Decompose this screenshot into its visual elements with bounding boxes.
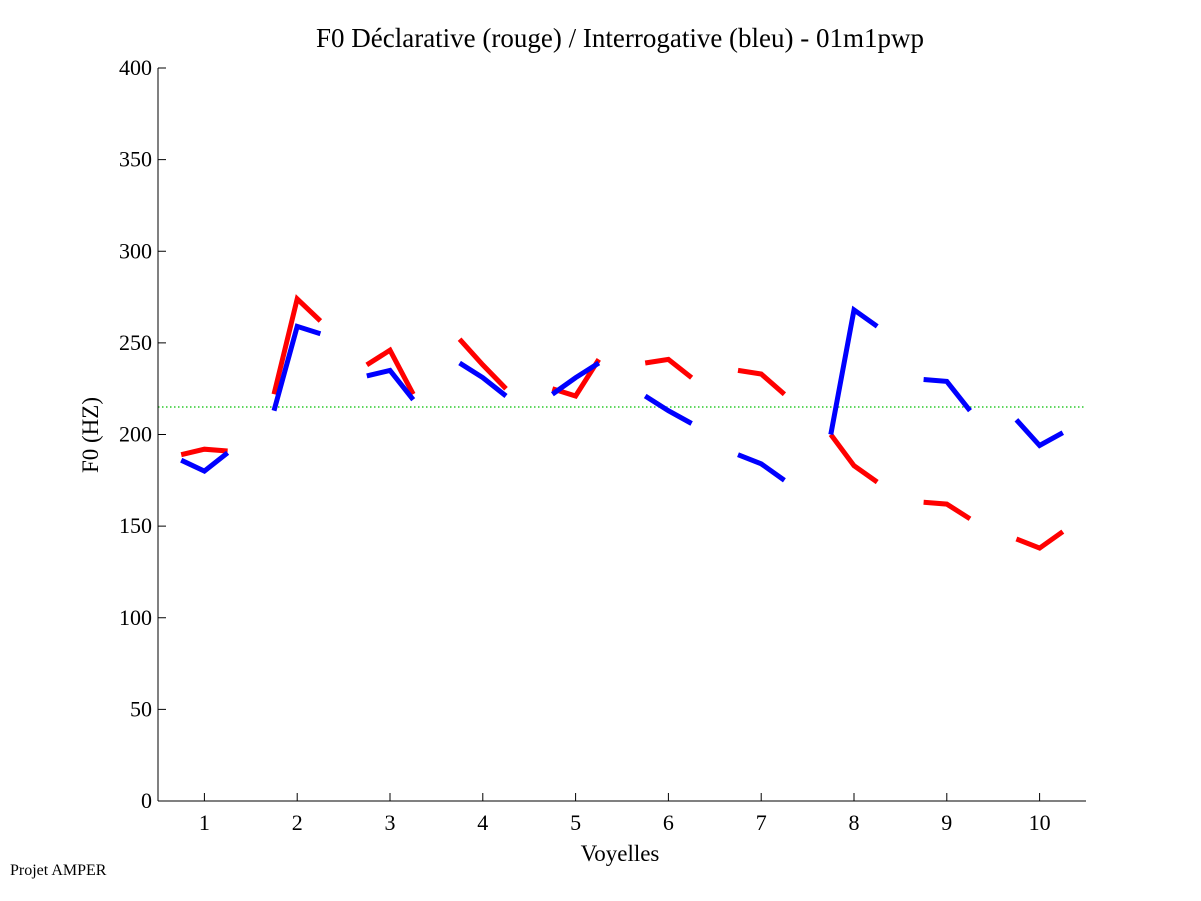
declarative-segment-7 xyxy=(737,367,787,397)
y-tick-label: 0 xyxy=(141,788,152,813)
x-tick-label: 7 xyxy=(756,810,767,835)
x-tick-label: 3 xyxy=(385,810,396,835)
x-tick-label: 9 xyxy=(941,810,952,835)
y-tick-label: 250 xyxy=(119,330,152,355)
axes: 0 50 100 150 200 250 300 350 400 1 2 3 4 5 6 7 8 9 10 xyxy=(119,55,1086,835)
x-tick-label: 4 xyxy=(477,810,488,835)
interrogative-segment-7 xyxy=(737,452,786,483)
interrogative-segment-6 xyxy=(643,393,693,426)
interrogative-segment-3 xyxy=(366,367,416,402)
interrogative-segment-2 xyxy=(271,323,322,412)
y-tick-label: 150 xyxy=(119,513,152,538)
x-tick-label: 2 xyxy=(292,810,303,835)
chart-title: F0 Déclarative (rouge) / Interrogative (… xyxy=(316,23,924,53)
declarative-segment-3 xyxy=(365,346,416,396)
footer-credit: Projet AMPER xyxy=(10,862,107,879)
x-tick-label: 1 xyxy=(199,810,210,835)
x-axis-label: Voyelles xyxy=(581,841,660,866)
x-tick-label: 10 xyxy=(1029,810,1051,835)
declarative-segment-1 xyxy=(180,446,228,458)
interrogative-segment-4 xyxy=(458,360,508,398)
x-tick-label: 6 xyxy=(663,810,674,835)
y-tick-label: 100 xyxy=(119,605,152,630)
declarative-segment-4 xyxy=(457,337,508,391)
y-tick-label: 200 xyxy=(119,422,152,447)
interrogative-segment-5 xyxy=(550,360,601,397)
interrogative-segment-1 xyxy=(180,450,230,475)
x-tick-label: 8 xyxy=(849,810,860,835)
interrogative-segment-10 xyxy=(1014,418,1065,449)
x-tick-label: 5 xyxy=(570,810,581,835)
declarative-segment-8 xyxy=(828,433,879,485)
y-tick-label: 350 xyxy=(119,147,152,172)
y-tick-label: 300 xyxy=(119,238,152,263)
y-tick-label: 400 xyxy=(119,55,152,80)
y-axis-label: F0 (HZ) xyxy=(78,397,103,473)
interrogative-segment-8 xyxy=(828,305,879,435)
y-tick-label: 50 xyxy=(130,696,152,721)
declarative-segment-6 xyxy=(644,356,694,380)
interrogative-segment-9 xyxy=(923,377,972,413)
declarative-segment-10 xyxy=(1015,529,1065,551)
series-layer xyxy=(180,294,1065,551)
declarative-segment-2 xyxy=(271,294,323,395)
declarative-segment-9 xyxy=(923,499,972,521)
